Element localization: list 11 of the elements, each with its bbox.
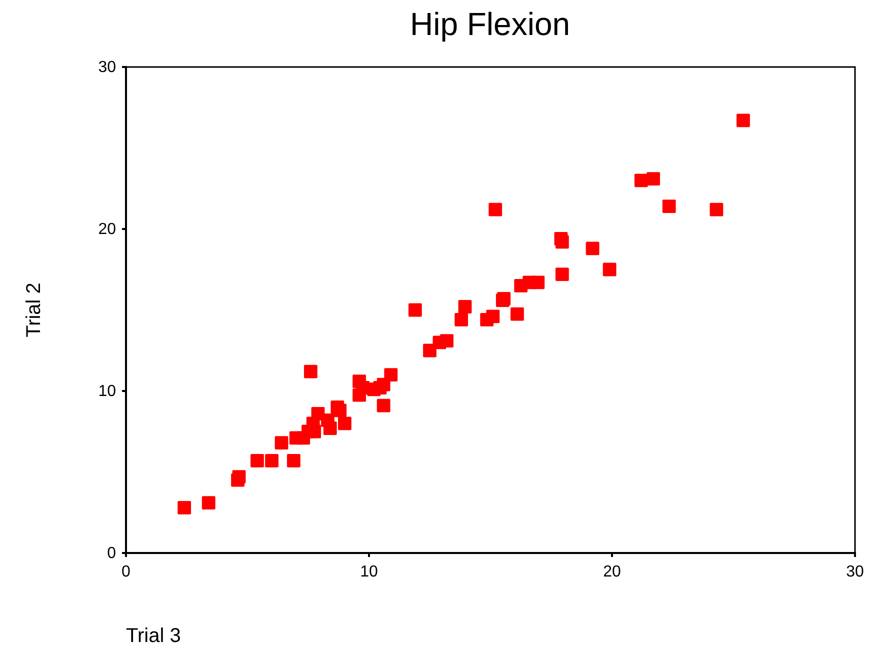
- y-tick-label: 10: [98, 383, 116, 400]
- x-axis-title: Trial 3: [126, 625, 181, 645]
- y-tick-label: 30: [98, 59, 116, 76]
- x-tick-label: 30: [846, 563, 864, 580]
- x-tick-label: 20: [603, 563, 621, 580]
- x-tick-label: 0: [122, 563, 131, 580]
- y-tick-label: 0: [107, 545, 116, 562]
- y-tick-label: 20: [98, 221, 116, 238]
- chart-title: Hip Flexion: [410, 6, 570, 42]
- x-tick-label: 10: [360, 563, 378, 580]
- y-axis-title: Trial 2: [23, 282, 45, 338]
